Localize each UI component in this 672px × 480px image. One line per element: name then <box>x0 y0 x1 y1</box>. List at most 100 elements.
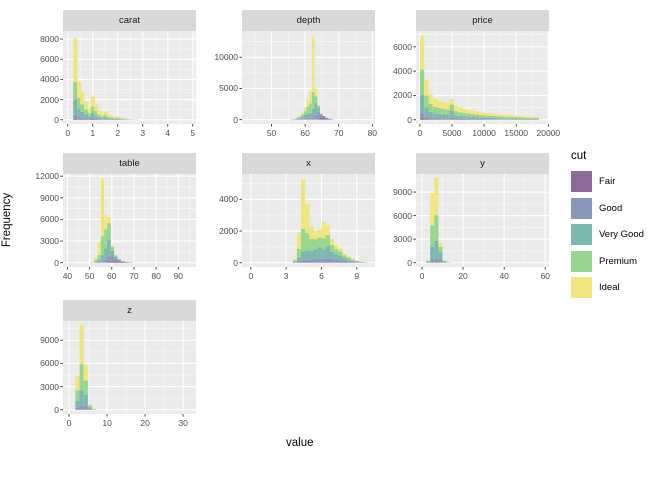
histogram-panel-depth <box>239 31 375 127</box>
y-tick-label: 0 <box>233 257 238 268</box>
x-tick-label: 3 <box>140 128 146 138</box>
y-tick-label: 0 <box>233 114 238 125</box>
histogram-panel-carat <box>60 31 196 127</box>
x-tick-label: 15000 <box>504 128 529 138</box>
y-tick-label: 9000 <box>40 192 59 203</box>
x-tick-label: 60 <box>300 128 310 138</box>
y-tick-label: 9000 <box>393 187 412 198</box>
legend-swatch-very_good-icon <box>571 224 592 245</box>
histogram-panel-y <box>413 174 549 270</box>
y-tick-label: 2000 <box>40 94 59 105</box>
facet-title: carat <box>118 15 141 26</box>
histogram-panel-z <box>60 321 196 417</box>
x-tick-label: 60 <box>107 271 117 281</box>
x-tick-label: 40 <box>62 271 73 281</box>
x-tick-label: 4 <box>165 128 171 138</box>
x-tick-label: 1 <box>90 128 96 138</box>
legend-items: Fair Good Very Good Premium Ideal <box>571 171 644 298</box>
facet-strip-price: price <box>416 10 549 31</box>
x-tick-label: 0 <box>417 128 423 138</box>
y-tick-label: 6000 <box>40 358 59 369</box>
y-tick-label: 0 <box>54 404 59 415</box>
y-tick-label: 6000 <box>393 210 412 221</box>
y-tick-label: 3000 <box>393 234 412 245</box>
legend-label: Premium <box>599 255 638 267</box>
y-tick-label: 4000 <box>40 74 59 85</box>
y-tick-label: 6000 <box>40 214 59 225</box>
facet-strip-table: table <box>63 153 196 174</box>
x-tick-label: 2 <box>115 128 121 138</box>
x-tick-label: 20000 <box>536 128 561 138</box>
x-tick-label: 20 <box>140 418 150 428</box>
legend-label: Very Good <box>599 229 644 240</box>
y-tick-label: 5000 <box>219 83 238 94</box>
y-tick-label: 10000 <box>214 52 238 63</box>
x-tick-label: 3 <box>283 271 289 281</box>
facet-strip-y: y <box>416 153 549 174</box>
y-tick-label: 4000 <box>219 194 238 205</box>
y-tick-label: 0 <box>54 257 59 268</box>
facet-title: price <box>472 15 493 26</box>
facet-title: table <box>119 158 140 169</box>
x-axis-title: value <box>286 437 314 449</box>
x-tick-label: 90 <box>173 271 183 281</box>
x-tick-label: 70 <box>129 271 139 281</box>
x-tick-label: 0 <box>66 418 72 428</box>
y-tick-label: 0 <box>54 114 59 125</box>
facet-strip-depth: depth <box>242 10 375 31</box>
facet-strip-z: z <box>63 300 196 321</box>
x-tick-label: 80 <box>367 128 378 138</box>
x-tick-label: 0 <box>248 271 254 281</box>
y-axis-title: Frequency <box>1 192 13 248</box>
y-tick-label: 0 <box>407 257 412 268</box>
facet-title: y <box>480 158 485 169</box>
legend-item-premium: Premium <box>571 250 644 272</box>
y-tick-label: 6000 <box>40 54 59 65</box>
x-tick-label: 30 <box>178 418 188 428</box>
y-tick-label: 9000 <box>40 335 59 346</box>
x-tick-label: 60 <box>540 271 551 281</box>
x-tick-label: 70 <box>333 128 344 138</box>
y-tick-label: 12000 <box>35 171 59 182</box>
x-tick-label: 5 <box>190 128 196 138</box>
y-tick-label: 3000 <box>40 236 59 247</box>
legend-swatch-fair-icon <box>571 171 592 192</box>
x-tick-label: 10 <box>102 418 112 428</box>
y-tick-label: 4000 <box>393 66 412 77</box>
facet-strip-carat: carat <box>63 10 196 31</box>
y-tick-label: 2000 <box>219 226 238 237</box>
legend-item-fair: Fair <box>571 171 644 192</box>
y-tick-label: 6000 <box>393 41 412 52</box>
legend-swatch-good-icon <box>571 197 592 219</box>
x-tick-label: 0 <box>419 271 425 281</box>
x-tick-label: 6 <box>319 271 324 281</box>
legend-item-very_good: Very Good <box>571 224 644 245</box>
legend-label: Fair <box>599 176 616 187</box>
x-tick-label: 80 <box>151 271 161 281</box>
x-tick-label: 0 <box>65 128 71 138</box>
x-tick-label: 40 <box>499 271 509 281</box>
histogram-panel-x <box>239 174 375 270</box>
legend-swatch-ideal-icon <box>571 277 592 298</box>
legend-item-good: Good <box>571 197 644 219</box>
x-tick-label: 20 <box>458 271 468 281</box>
facet-title: depth <box>296 15 321 26</box>
x-tick-label: 9 <box>354 271 360 281</box>
facet-strip-x: x <box>242 153 375 174</box>
facet-title: z <box>127 305 132 316</box>
y-tick-label: 8000 <box>40 34 59 45</box>
legend-title: cut <box>571 150 587 162</box>
histogram-panel-price <box>413 31 549 127</box>
y-tick-label: 0 <box>407 114 412 125</box>
x-tick-label: 5000 <box>442 128 462 138</box>
y-tick-label: 3000 <box>40 381 59 392</box>
legend-swatch-premium-icon <box>571 250 592 272</box>
x-tick-label: 50 <box>266 128 277 138</box>
legend-label: Ideal <box>599 282 620 293</box>
y-tick-label: 2000 <box>393 90 412 101</box>
x-tick-label: 10000 <box>472 128 496 138</box>
facet-title: x <box>306 158 311 169</box>
legend-item-ideal: Ideal <box>571 277 644 298</box>
histogram-panel-table <box>60 174 196 270</box>
